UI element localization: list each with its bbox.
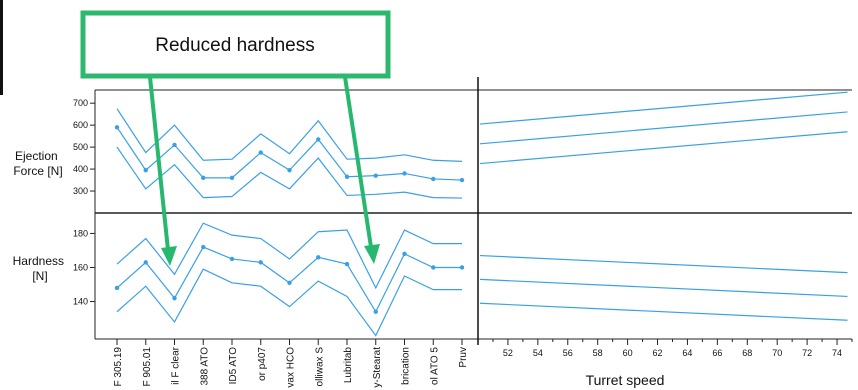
hardness-point (287, 280, 292, 286)
ejection-force-point (459, 177, 465, 183)
ejection-force-point (373, 173, 378, 178)
turret-speed-tick-label: 54 (533, 348, 543, 358)
ejection-force-axis: 300 400 500 600 700 (73, 98, 95, 196)
hardness-axis: 140 160 180 (73, 228, 95, 307)
hardness-speed-line-2 (479, 278, 848, 298)
hardness-point (201, 244, 206, 250)
hardness-line-1 (116, 222, 462, 290)
ejection-force-ylabel: Ejection Force [N] (13, 149, 62, 178)
ejection-force-y-tick-label: 300 (73, 186, 88, 196)
category-label: ol ATO 5 (429, 347, 440, 385)
hardness-point (431, 265, 436, 270)
turret-speed-tick-label: 64 (682, 348, 692, 358)
callout-box (80, 10, 391, 79)
ejection-force-point (258, 150, 263, 155)
ejection-force-speed-lines (479, 91, 848, 165)
ejection-force-point (172, 142, 177, 148)
ejection-force-point (229, 175, 235, 181)
turret-speed-tick-label: 70 (772, 348, 782, 358)
hardness-point (373, 309, 378, 314)
hardness-ylabel-line-1: Hardness (13, 254, 64, 268)
category-label: vax HCO (286, 347, 297, 388)
ejection-force-y-tick-label: 500 (73, 142, 88, 152)
category-label: F 305.19 (113, 347, 124, 387)
reduced-hardness-callout: Reduced hardness (80, 10, 391, 266)
hardness-y-tick-label: 180 (73, 228, 88, 238)
category-label: or p407 (257, 347, 268, 381)
hardness-point (229, 256, 235, 262)
ejection-force-speed-line-1 (479, 91, 848, 125)
ejection-force-lines (114, 108, 465, 199)
category-label: brication (401, 347, 412, 385)
hardness-ylabel-line-2: [N] (32, 269, 47, 283)
ejection-force-point (143, 167, 148, 173)
hardness-speed-line-3 (479, 302, 848, 321)
ejection-force-point (402, 171, 407, 176)
turret-speed-tick-label: 66 (712, 348, 722, 358)
category-label: y-Stearat (372, 347, 383, 388)
ejection-force-point (114, 125, 120, 130)
category-label: Pruv (458, 347, 469, 368)
ejection-force-ylabel-line-1: Ejection (15, 149, 58, 163)
turret-speed-tick-label: 68 (742, 348, 752, 358)
turret-speed-tick-label: 74 (832, 348, 842, 358)
ejection-force-point (431, 176, 436, 182)
hardness-point (258, 260, 263, 265)
hardness-y-tick-label: 140 (73, 297, 88, 307)
left-edge-strip (0, 0, 3, 95)
panel-frames (94, 77, 852, 345)
ejection-force-point (316, 137, 321, 142)
hardness-point (344, 261, 350, 267)
ejection-force-line-1 (116, 108, 463, 162)
turret-speed-axis: 52 54 56 58 60 62 64 66 68 70 72 74 (492, 339, 853, 358)
hardness-point (172, 295, 177, 301)
turret-speed-tick-label: 58 (593, 348, 603, 358)
category-axis: F 305.19 F 905.01 il F clear 388 ATO ID5 ATO… (113, 339, 469, 388)
hardness-point (459, 265, 465, 270)
category-label: olliwax S (314, 347, 325, 387)
hardness-point (316, 255, 321, 260)
turret-speed-tick-label: 72 (802, 348, 812, 358)
category-label: F 905.01 (142, 347, 153, 387)
hardness-y-tick-label: 160 (73, 262, 88, 272)
ejection-force-speed-line-2 (479, 111, 848, 145)
category-label: ID5 ATO (228, 347, 239, 385)
turret-speed-tick-label: 60 (623, 348, 633, 358)
ejection-force-y-tick-label: 400 (73, 164, 88, 174)
callout-text: Reduced hardness (155, 35, 315, 56)
ejection-force-ylabel-line-2: Force [N] (13, 164, 62, 178)
turret-speed-tick-label: 62 (653, 348, 663, 358)
ejection-force-point (287, 167, 292, 173)
hardness-point (114, 285, 120, 291)
hardness-point (143, 260, 148, 265)
hardness-line-3 (116, 268, 462, 337)
ejection-force-y-tick-label: 600 (73, 120, 88, 130)
hardness-speed-line-1 (479, 254, 848, 274)
ejection-force-y-tick-label: 700 (73, 98, 88, 108)
hardness-lines (114, 222, 465, 337)
turret-speed-tick-label: 52 (503, 348, 513, 358)
ejection-force-point (344, 174, 350, 179)
category-label: il F clear (171, 346, 182, 384)
turret-speed-xlabel: Turret speed (586, 372, 665, 388)
turret-speed-tick-label: 56 (563, 348, 573, 358)
hardness-point (402, 251, 407, 257)
hardness-ylabel: Hardness [N] (13, 254, 68, 283)
ejection-force-speed-line-3 (479, 131, 848, 165)
ejection-force-point (201, 175, 206, 181)
category-label: Lubritab (343, 347, 354, 384)
category-label: 388 ATO (199, 347, 210, 386)
hardness-speed-lines (479, 254, 848, 321)
ejection-force-line-3 (116, 146, 463, 199)
